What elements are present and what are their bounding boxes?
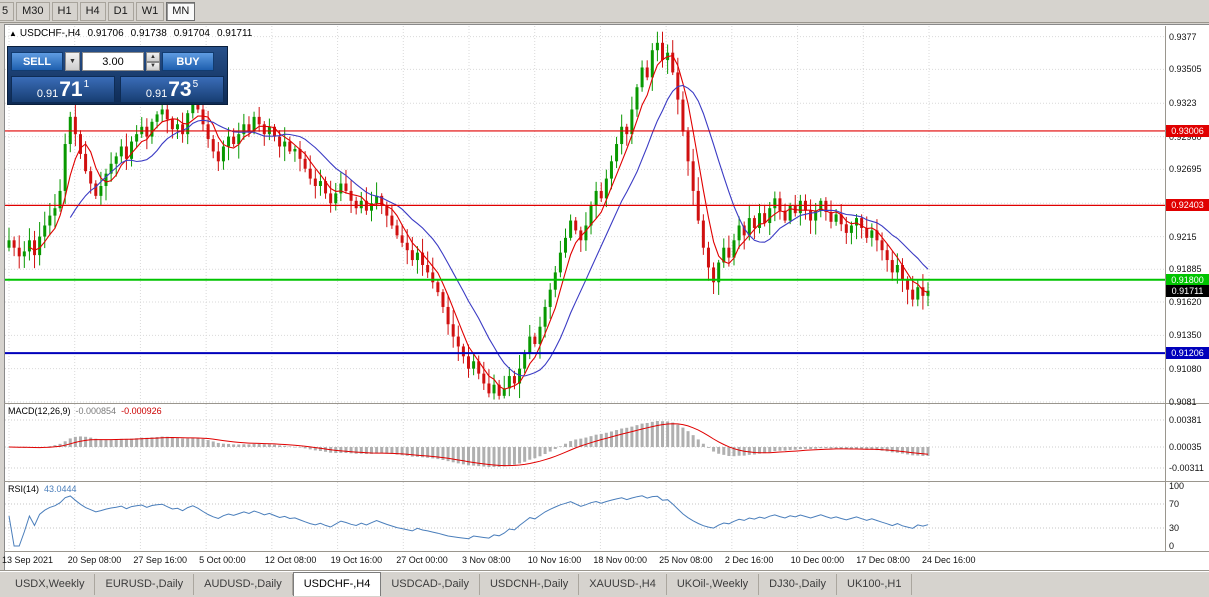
macd-axis-label: -0.00311 (1169, 463, 1204, 473)
timeframe-toolbar: 5 M30 H1 H4 D1 W1 MN (0, 0, 1209, 23)
macd-indicator-label: MACD(12,26,9) -0.000854 -0.000926 (8, 406, 167, 416)
time-axis-label: 10 Dec 00:00 (790, 555, 845, 565)
level-price-tag: 0.92403 (1166, 199, 1209, 212)
bid-big-figure: 71 (59, 78, 83, 101)
time-axis-label: 3 Nov 08:00 (462, 555, 511, 565)
rsi-axis-label: 70 (1169, 499, 1180, 509)
time-axis-label: 25 Nov 08:00 (659, 555, 713, 565)
chart-tabs-bar: USDX,Weekly EURUSD-,Daily AUDUSD-,Daily USD… (0, 570, 1209, 597)
symbol-dropdown-icon[interactable]: ▲ (9, 29, 17, 38)
buy-price-button[interactable]: 0.91 73 5 (120, 76, 224, 103)
chart-tab-dj30-daily[interactable]: DJ30-,Daily (759, 573, 838, 595)
time-axis-label: 17 Dec 08:00 (856, 555, 910, 565)
time-axis-label: 2 Dec 16:00 (724, 555, 774, 565)
bid-pip-digit: 1 (83, 79, 90, 90)
macd-signal-value: -0.000926 (121, 406, 162, 416)
one-click-trading-panel: SELL ▼ 3.00 ▲ ▼ BUY 0.91 71 1 0.91 73 5 (7, 46, 228, 105)
chart-tab-usdcad-daily[interactable]: USDCAD-,Daily (381, 573, 480, 595)
chart-tab-usdcnh-daily[interactable]: USDCNH-,Daily (480, 573, 580, 595)
price-axis-label: 0.93505 (1169, 64, 1202, 75)
chart-symbol: USDCHF-,H4 (19, 28, 81, 39)
ask-prefix: 0.91 (145, 87, 168, 100)
bar-open: 0.91706 (87, 28, 124, 39)
price-axis-label: 0.91620 (1169, 297, 1202, 308)
chart-tab-usdchf-h4[interactable]: USDCHF-,H4 (292, 572, 382, 596)
buy-button[interactable]: BUY (162, 52, 214, 71)
rsi-axis-label: 100 (1169, 481, 1185, 491)
timeframe-button-d1[interactable]: D1 (107, 1, 134, 21)
current-price-tag: 0.91711 (1166, 284, 1209, 297)
bar-high: 0.91738 (130, 28, 167, 39)
volume-decrease-button[interactable]: ▼ (146, 61, 160, 71)
time-axis-label: 10 Nov 16:00 (527, 555, 582, 565)
price-axis-label: 0.91885 (1169, 264, 1202, 275)
volume-dropdown-button[interactable]: ▼ (65, 52, 80, 71)
bar-low: 0.91704 (173, 28, 210, 39)
macd-axis-label: 0.00381 (1169, 415, 1202, 425)
price-axis-label: 0.9215 (1169, 231, 1197, 242)
rsi-indicator-label: RSI(14) 43.0444 (8, 484, 82, 494)
sell-price-button[interactable]: 0.91 71 1 (11, 76, 115, 103)
chart-tab-ukoil-weekly[interactable]: UKOil-,Weekly (667, 573, 760, 595)
time-axis-label: 24 Dec 16:00 (922, 555, 976, 565)
timeframe-button-h4[interactable]: H4 (79, 1, 106, 21)
chart-background (4, 24, 1209, 571)
chart-tab-eurusd-daily[interactable]: EURUSD-,Daily (95, 573, 195, 595)
time-axis-label: 27 Sep 16:00 (133, 555, 187, 565)
price-axis-label: 0.9081 (1169, 397, 1197, 407)
time-axis-label: 13 Sep 2021 (2, 555, 54, 565)
timeframe-button-h1[interactable]: H1 (51, 1, 78, 21)
timeframe-button-5[interactable]: 5 (0, 1, 15, 21)
ask-big-figure: 73 (168, 78, 192, 101)
ask-pip-digit: 5 (192, 79, 199, 90)
level-price-tag: 0.91800 (1166, 273, 1209, 286)
volume-increase-button[interactable]: ▲ (146, 52, 160, 62)
price-axis-label: 0.91350 (1169, 330, 1202, 341)
price-axis-label: 0.9323 (1169, 98, 1197, 109)
timeframe-button-mn[interactable]: MN (166, 1, 196, 21)
level-price-tag: 0.93006 (1166, 124, 1209, 137)
price-axis-label: 0.91080 (1169, 363, 1202, 374)
volume-stepper: ▲ ▼ (146, 52, 160, 71)
chart-title: ▲ USDCHF-,H4 0.91706 0.91738 0.91704 0.91711 (9, 28, 259, 39)
timeframe-button-m30[interactable]: M30 (16, 1, 50, 21)
chart-tab-usdx-weekly[interactable]: USDX,Weekly (5, 573, 96, 595)
time-axis-label: 20 Sep 08:00 (67, 555, 122, 565)
time-axis-label: 18 Nov 00:00 (593, 555, 647, 565)
price-axis-label: 0.92695 (1169, 164, 1202, 175)
time-axis-label: 19 Oct 16:00 (330, 555, 383, 565)
chart-tab-audusd-daily[interactable]: AUDUSD-,Daily (194, 573, 293, 595)
rsi-value: 43.0444 (44, 484, 77, 494)
time-axis-label: 27 Oct 00:00 (396, 555, 448, 565)
chart-tab-uk100-h1[interactable]: UK100-,H1 (837, 573, 913, 595)
chart-tab-xauusd-h4[interactable]: XAUUSD-,H4 (579, 573, 667, 595)
time-axis-label: 12 Oct 08:00 (264, 555, 317, 565)
volume-input[interactable]: 3.00 (82, 52, 144, 71)
macd-main-value: -0.000854 (75, 406, 117, 416)
level-price-tag: 0.91206 (1166, 347, 1209, 360)
bar-close: 0.91711 (216, 28, 253, 39)
sell-button[interactable]: SELL (11, 52, 63, 71)
rsi-axis-label: 0 (1169, 541, 1175, 551)
bid-prefix: 0.91 (36, 87, 59, 100)
time-axis-label: 5 Oct 00:00 (199, 555, 246, 565)
timeframe-button-w1[interactable]: W1 (135, 1, 165, 21)
macd-axis-label: 0.00035 (1169, 442, 1202, 452)
price-axis-label: 0.9377 (1169, 31, 1197, 42)
macd-title: MACD(12,26,9) (8, 406, 71, 416)
rsi-title: RSI(14) (8, 484, 40, 494)
rsi-axis-label: 30 (1169, 523, 1180, 533)
